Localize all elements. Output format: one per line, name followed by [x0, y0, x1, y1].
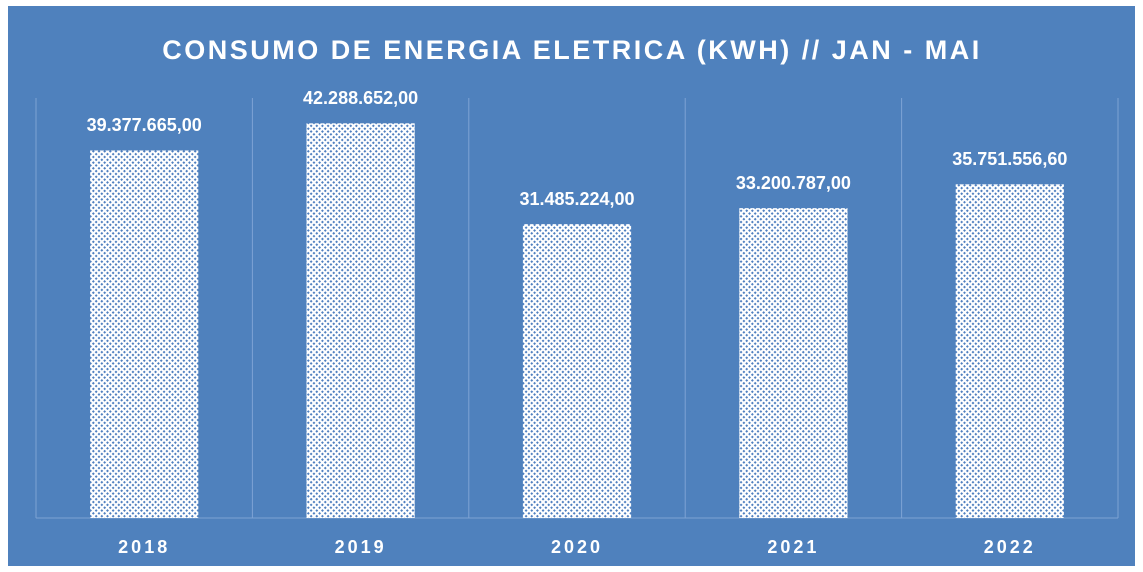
- value-label: 31.485.224,00: [519, 189, 634, 209]
- bar: [90, 150, 199, 518]
- value-label: 35.751.556,60: [952, 149, 1067, 169]
- x-tick-label: 2022: [984, 537, 1036, 557]
- x-tick-label: 2021: [767, 537, 819, 557]
- bar: [522, 224, 632, 518]
- x-tick-label: 2020: [551, 537, 603, 557]
- x-tick-label: 2019: [335, 537, 387, 557]
- x-tick-label: 2018: [118, 537, 170, 557]
- value-label: 33.200.787,00: [736, 173, 851, 193]
- bar: [955, 184, 1064, 519]
- chart-title: CONSUMO DE ENERGIA ELETRICA (KWH) // JAN…: [162, 35, 982, 65]
- bar: [306, 123, 415, 519]
- value-label: 39.377.665,00: [87, 115, 202, 135]
- value-label: 42.288.652,00: [303, 88, 418, 108]
- bar: [739, 208, 848, 519]
